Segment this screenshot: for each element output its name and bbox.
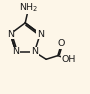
Text: N: N [12,47,19,56]
Text: N: N [31,47,38,56]
Text: N: N [7,30,14,39]
Text: NH$_2$: NH$_2$ [19,1,39,14]
Text: O: O [58,39,65,48]
Text: N: N [37,30,44,39]
Text: OH: OH [61,55,76,64]
